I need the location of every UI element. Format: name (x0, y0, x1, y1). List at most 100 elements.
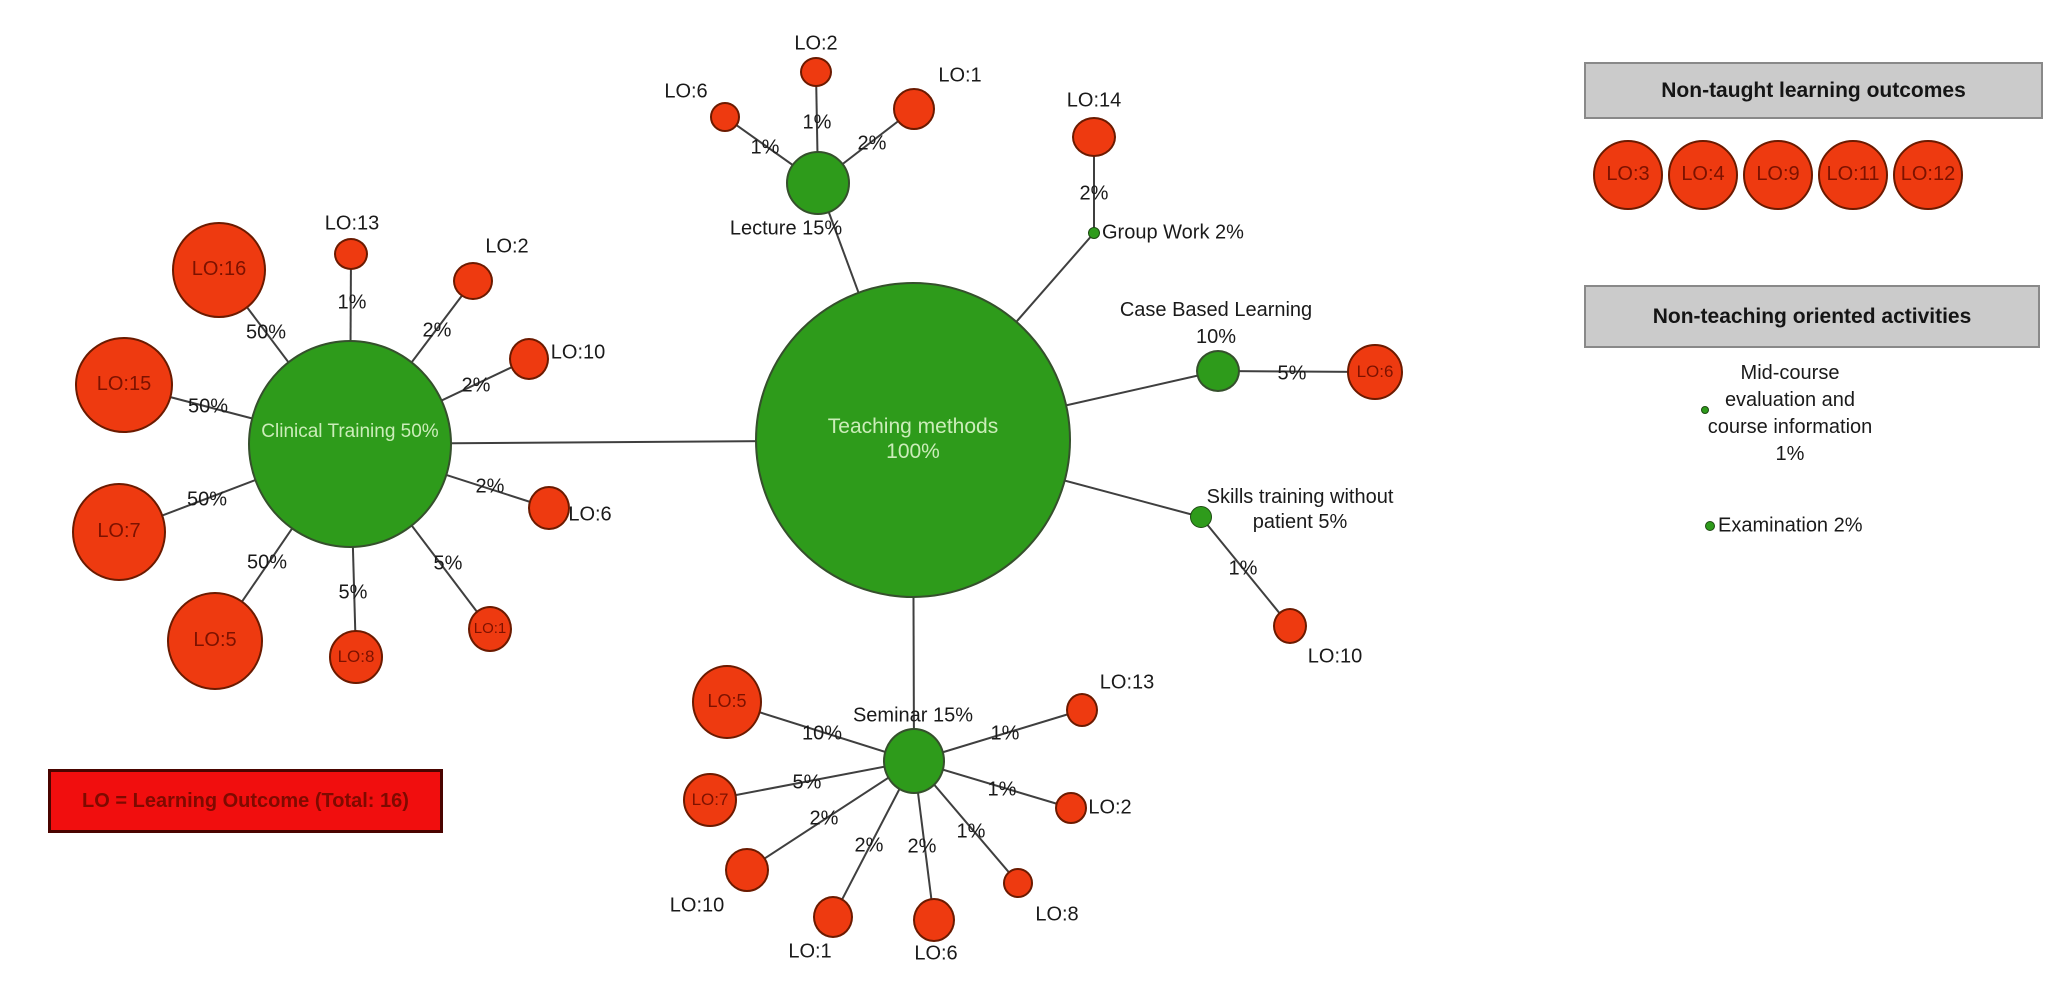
node-inner-label: LO:4 (1681, 163, 1725, 186)
edge-skills-sk10 (1200, 516, 1291, 627)
seminar-lo13-label: LO:13 (1100, 671, 1154, 696)
node-lecture (786, 151, 850, 215)
lo14-label: LO:14 (1067, 89, 1121, 114)
label-line: LO:2 (485, 235, 529, 258)
edge-percent-label: 1% (988, 779, 1017, 802)
lecture-lo6-label: LO:6 (664, 80, 707, 105)
node-inner-label: LO:9 (1756, 163, 1800, 186)
node-s5: LO:5 (692, 665, 762, 739)
label-line: 50% (187, 395, 229, 418)
node-lo14 (1072, 117, 1116, 157)
label-line: 1% (337, 291, 367, 314)
node-sk10 (1273, 608, 1307, 644)
node-inner-label: LO:1 (473, 620, 507, 638)
node-inner-label: LO:8 (337, 646, 375, 666)
node-inner-label: LO:5 (707, 691, 747, 712)
skills-lo10-label: LO:10 (1308, 645, 1362, 670)
legend-box: LO = Learning Outcome (Total: 16) (48, 769, 443, 833)
node-skills (1190, 506, 1212, 528)
label-line: 50% (245, 321, 287, 344)
node-inner-label: LO:16 (191, 258, 247, 281)
seminar-lo10-label: LO:10 (670, 894, 724, 919)
edge-percent-label: 50% (187, 489, 227, 512)
edge-percent-label: 2% (855, 835, 884, 858)
node-p3: LO:3 (1593, 140, 1663, 210)
node-c1: LO:1 (468, 606, 512, 652)
label-line: LO:10 (1307, 645, 1363, 668)
edge-percent-label: 1% (1229, 558, 1258, 581)
edge-percent-label: 1% (338, 292, 367, 315)
node-teaching: Teaching methods 100% (755, 282, 1071, 598)
label-line: Seminar 15% (852, 704, 974, 727)
node-lc1 (893, 88, 935, 130)
label-line: Skills training without (1206, 486, 1394, 508)
edge-percent-label: 1% (751, 137, 780, 160)
lecture-lo1-label: LO:1 (938, 64, 981, 89)
label-line: 10% (1195, 326, 1237, 348)
label-line: 1% (1228, 557, 1258, 580)
label-line: 50% (186, 488, 228, 511)
label-line: patient 5% (1252, 511, 1348, 533)
node-mid-course-evaluation-dot (1701, 406, 1709, 414)
label-line: LO:1 (788, 940, 832, 963)
node-inner-label: Clinical Training 50% (261, 420, 439, 442)
label-line: 5% (433, 552, 463, 575)
node-c10 (509, 338, 549, 380)
edge-percent-label: 2% (462, 375, 491, 398)
edge-seminar-s7 (709, 760, 915, 801)
lecture-label: Lecture 15% (730, 217, 842, 242)
node-c16: LO:16 (172, 222, 266, 318)
node-c7: LO:7 (72, 483, 166, 581)
label-line: Lecture 15% (729, 217, 843, 240)
clinical-lo13-label: LO:13 (325, 212, 379, 237)
label-line: 50% (246, 551, 288, 574)
edge-percent-label: 2% (908, 836, 937, 859)
legend-text: LO = Learning Outcome (Total: 16) (82, 789, 409, 812)
node-p4: LO:4 (1668, 140, 1738, 210)
node-inner-label: LO:15 (96, 373, 152, 396)
panel-non-taught-header: Non-taught learning outcomes (1584, 62, 2043, 119)
seminar-lo8-label: LO:8 (1035, 903, 1078, 928)
edge-percent-label: 1% (991, 723, 1020, 746)
node-examination-dot (1705, 521, 1715, 531)
node-s2 (1055, 792, 1087, 824)
panel-non-teaching-header: Non-teaching oriented activities (1584, 285, 2040, 348)
node-inner-label: Teaching methods (827, 415, 999, 439)
cbl-label: Case Based Learning 10% (1120, 297, 1312, 351)
label-line: Case Based Learning (1119, 299, 1313, 321)
edge-percent-label: 50% (188, 396, 228, 419)
clinical-lo2-label: LO:2 (485, 235, 528, 260)
node-inner-label: LO:7 (691, 789, 729, 809)
seminar-lo1-label: LO:1 (788, 940, 831, 965)
seminar-lo2-label: LO:2 (1088, 796, 1131, 821)
node-s10 (725, 848, 769, 892)
edge-percent-label: 2% (858, 133, 887, 156)
label-line: 2% (1079, 182, 1109, 205)
skills-label: Skills training without patient 5% (1207, 485, 1394, 535)
label-line: LO:6 (914, 942, 958, 965)
label-line: LO:2 (1088, 796, 1132, 819)
node-c13 (334, 238, 368, 270)
label-line: LO:6 (568, 503, 612, 526)
label-line: 1% (802, 111, 832, 134)
node-inner-label: LO:6 (1356, 361, 1394, 381)
label-line: 2% (857, 132, 887, 155)
edge-seminar-s10 (746, 760, 915, 871)
edge-percent-label: 50% (246, 322, 286, 345)
label-line: LO:1 (938, 64, 982, 87)
label-line: Mid-course (1740, 362, 1840, 384)
node-inner-label: LO:3 (1606, 163, 1650, 186)
node-inner-label: LO:11 (1826, 163, 1880, 186)
label-line: 1% (990, 722, 1020, 745)
edge-percent-label: 5% (1278, 363, 1307, 386)
node-c6 (528, 486, 570, 530)
label-line: 5% (338, 581, 368, 604)
label-line: LO:2 (794, 32, 838, 55)
label-line: LO:8 (1035, 903, 1079, 926)
label-line: 5% (1277, 362, 1307, 385)
node-c8: LO:8 (329, 630, 383, 684)
groupwork-label: Group Work 2% (1102, 221, 1244, 246)
node-p9: LO:9 (1743, 140, 1813, 210)
label-line: 2% (809, 807, 839, 830)
edge-percent-label: 1% (803, 112, 832, 135)
